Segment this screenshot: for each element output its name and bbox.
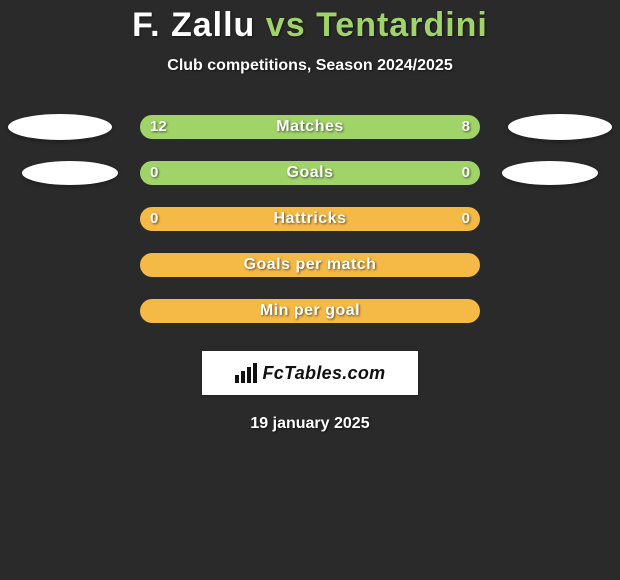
stat-label: Goals per match <box>140 253 480 277</box>
subtitle: Club competitions, Season 2024/2025 <box>0 57 620 75</box>
stat-label: Matches <box>140 115 480 139</box>
bar-chart-icon <box>235 363 257 383</box>
stat-row: 0 Hattricks 0 <box>0 207 620 253</box>
source-badge-text: FcTables.com <box>263 363 386 384</box>
player1-name: F. Zallu <box>132 6 255 44</box>
stat-row: Min per goal <box>0 299 620 345</box>
stat-row: Goals per match <box>0 253 620 299</box>
date-text: 19 january 2025 <box>0 415 620 433</box>
stat-row: 0 Goals 0 <box>0 161 620 207</box>
stat-row: 12 Matches 8 <box>0 115 620 161</box>
stat-label: Min per goal <box>140 299 480 323</box>
player2-badge-placeholder <box>508 114 612 140</box>
stat-label: Hattricks <box>140 207 480 231</box>
stat-value-right: 8 <box>462 115 470 139</box>
player2-badge-placeholder <box>502 161 598 185</box>
source-badge: FcTables.com <box>202 351 418 395</box>
stat-value-right: 0 <box>462 207 470 231</box>
player1-badge-placeholder <box>8 114 112 140</box>
comparison-area: 12 Matches 8 0 Goals 0 0 Hattricks 0 Goa… <box>0 115 620 345</box>
player1-badge-placeholder <box>22 161 118 185</box>
page-title: F. Zallu vs Tentardini <box>0 0 620 45</box>
vs-text: vs <box>266 6 306 44</box>
player2-name: Tentardini <box>316 6 488 44</box>
stat-value-right: 0 <box>462 161 470 185</box>
stat-label: Goals <box>140 161 480 185</box>
